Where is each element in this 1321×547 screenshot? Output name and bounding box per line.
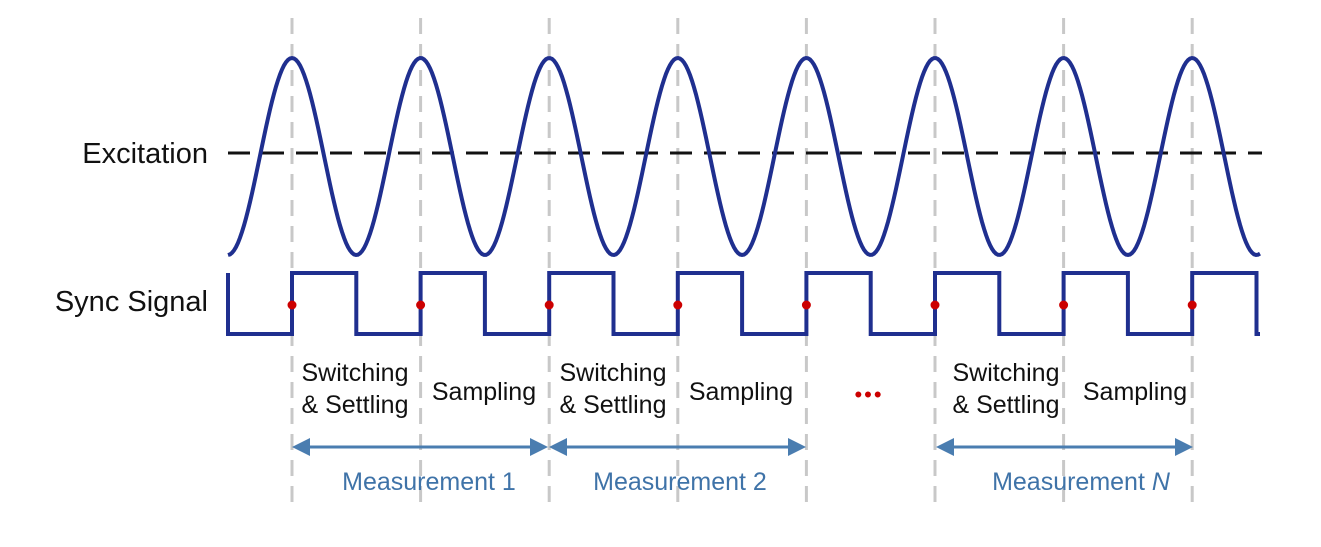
phase-label-line1: Switching <box>560 359 667 387</box>
arrowhead-left <box>549 438 567 456</box>
edge-marker <box>930 300 940 310</box>
edge-marker <box>801 300 811 310</box>
excitation-waveform <box>227 55 1261 258</box>
guide-lines <box>290 18 1194 512</box>
measurement-label-text: Measurement <box>992 468 1152 496</box>
ellipsis: ••• <box>854 382 883 407</box>
sync-square-wave <box>226 271 1260 336</box>
edge-marker <box>673 300 683 310</box>
rising-edge-markers <box>287 300 1197 310</box>
measurement-label: Measurement 1 <box>342 468 516 496</box>
measurement-label-italic: N <box>1152 468 1171 496</box>
phase-label: Sampling <box>432 378 536 406</box>
arrowhead-left <box>936 438 954 456</box>
phase-label-line1: Switching <box>302 359 409 387</box>
arrowhead-right <box>788 438 806 456</box>
phase-label: Sampling <box>1083 378 1187 406</box>
arrowhead-right <box>1175 438 1193 456</box>
measurement-label: Measurement 2 <box>593 468 767 496</box>
excitation-label: Excitation <box>82 138 208 170</box>
sync-signal-label: Sync Signal <box>55 286 208 318</box>
arrowhead-right <box>530 438 548 456</box>
measurement-label: Measurement N <box>992 468 1171 496</box>
phase-label-line1: Switching <box>953 359 1060 387</box>
edge-marker <box>416 300 426 310</box>
arrowhead-left <box>292 438 310 456</box>
phase-label-line2: & Settling <box>952 391 1059 419</box>
edge-marker <box>1059 300 1069 310</box>
phase-label-line2: & Settling <box>559 391 666 419</box>
phase-label: Sampling <box>689 378 793 406</box>
phase-label-line2: & Settling <box>301 391 408 419</box>
edge-marker <box>544 300 554 310</box>
edge-marker <box>287 300 297 310</box>
edge-marker <box>1187 300 1197 310</box>
